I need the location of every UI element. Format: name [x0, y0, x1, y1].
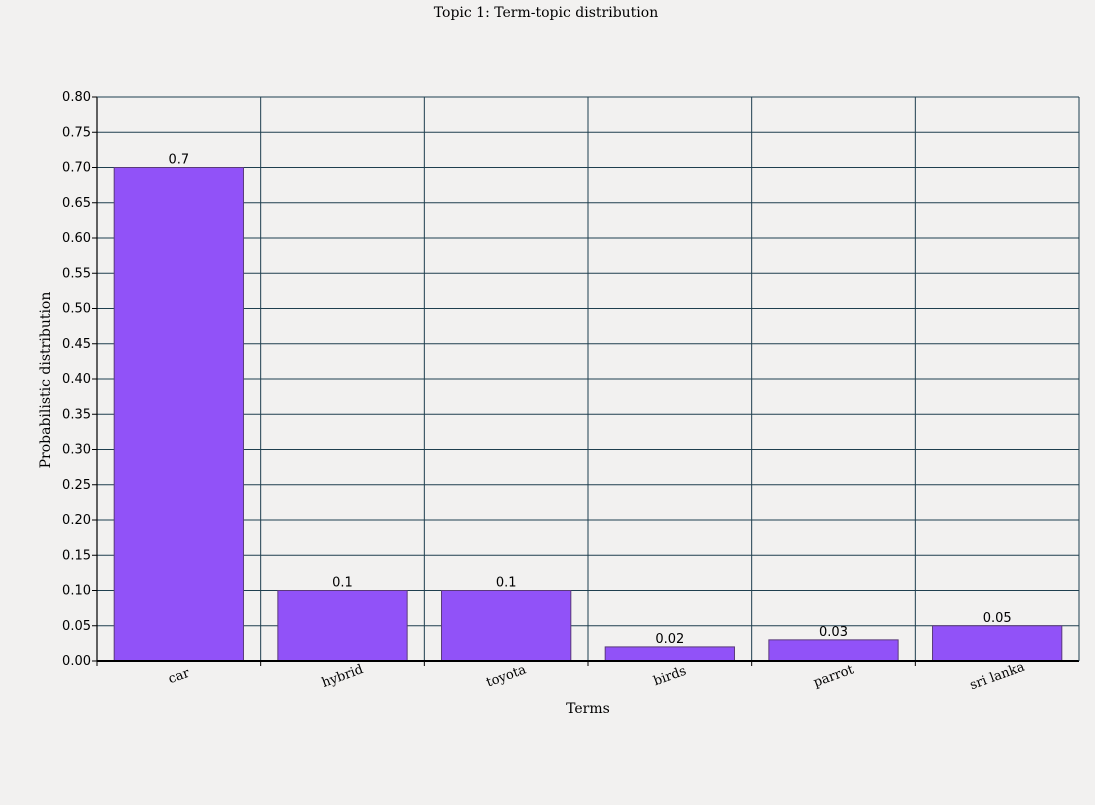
y-tick-label: 0.05 [62, 619, 91, 634]
bar-car [113, 167, 244, 662]
bar-sri-lanka [932, 625, 1063, 662]
y-tick-label: 0.60 [62, 231, 91, 246]
chart-title: Topic 1: Term-topic distribution [434, 5, 658, 21]
y-tick-label: 0.70 [62, 161, 91, 176]
data-label: 0.1 [496, 576, 517, 591]
plot-area: 0.00 0.05 0.10 0.15 0.20 0.25 0.30 0.35 0.40 0.45… [62, 90, 1080, 694]
y-tick-label: 0.10 [62, 584, 91, 599]
bar-hybrid [277, 590, 408, 662]
x-tick-label: birds [652, 664, 689, 690]
x-tick-label: toyota [484, 662, 528, 690]
y-tick-label: 0.30 [62, 443, 91, 458]
y-tick-label: 0.40 [62, 372, 91, 387]
y-axis-label: Probabilistic distribution [38, 292, 54, 469]
y-tick-label: 0.35 [62, 407, 91, 422]
y-tick-label: 0.00 [62, 654, 91, 669]
y-tick-label: 0.25 [62, 478, 91, 493]
x-axis-label: Terms [566, 701, 610, 717]
y-tick-label: 0.50 [62, 302, 91, 317]
y-tick-label: 0.75 [62, 125, 91, 140]
data-label: 0.7 [168, 153, 189, 168]
y-tick-label: 0.15 [62, 548, 91, 563]
bar-parrot [768, 639, 899, 662]
data-label: 0.1 [332, 576, 353, 591]
data-label: 0.03 [819, 625, 848, 640]
y-tick-label: 0.45 [62, 337, 91, 352]
y-tick-label: 0.55 [62, 266, 91, 281]
x-tick-label: car [166, 666, 192, 688]
y-tick-label: 0.20 [62, 513, 91, 528]
x-tick-label: sri lanka [968, 660, 1027, 694]
bar-birds [604, 646, 735, 662]
data-label: 0.05 [983, 611, 1012, 626]
y-tick-label: 0.80 [62, 90, 91, 105]
x-tick-label: hybrid [320, 662, 365, 691]
data-label: 0.02 [655, 632, 684, 647]
x-tick-label: parrot [812, 662, 857, 691]
y-tick-label: 0.65 [62, 196, 91, 211]
bar-toyota [441, 590, 572, 662]
